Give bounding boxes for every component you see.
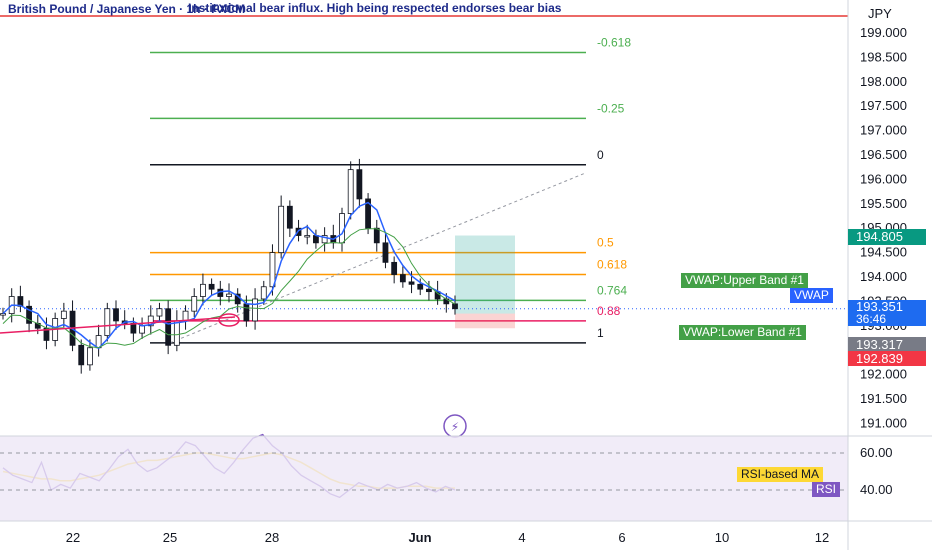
currency-label[interactable]: JPY [868,6,892,21]
candle [391,256,398,284]
candle [356,158,363,208]
rsi-ma-tag: RSI-based MA [737,467,824,482]
time-tick-label: 25 [163,530,177,545]
vwap-tag: VWAP [790,288,833,303]
candle [252,288,258,330]
vwap-band-line [2,228,456,349]
candles-layer: ⚡ [0,158,467,438]
candle [304,224,311,245]
event-marker: ⚡ [443,414,467,438]
price-tick-label: 191.000 [860,415,907,430]
time-tick-label: Jun [408,530,431,545]
candle [26,300,32,333]
candle [60,302,67,328]
long-position-target-zone [455,235,515,314]
vwap-lower-band-tag: VWAP:Lower Band #1 [679,325,806,340]
candle [234,288,241,313]
rsi-tag: RSI [812,482,841,497]
trend-line [0,316,236,334]
price-tick-label: 194.000 [860,269,907,284]
vwap-upper-band-tag: VWAP:Upper Band #1 [681,273,808,288]
price-tick-label: 197.500 [860,98,907,113]
price-tick-label: 195.500 [860,196,907,211]
time-tick-label: 6 [618,530,625,545]
rsi-band-background [0,436,848,521]
time-tick-label: 22 [66,530,80,545]
long-position-stop-zone [455,313,515,329]
time-tick-label: 4 [518,530,525,545]
price-tag-grey: 193.317 [848,337,926,352]
price-tick-label: 199.000 [860,25,907,40]
time-tick-label: 12 [815,530,829,545]
candle [208,278,215,296]
fib-level-label: -0.25 [597,101,625,115]
candle [382,232,389,269]
candle [78,339,85,374]
fib-layer: -0.618 -0.25 0 0.5 0.618 0.764 0.88 1 [0,15,848,344]
pivot-marker [218,313,240,327]
candle [313,229,319,249]
candle [200,273,206,306]
last-price-tag: 193.351 36:46 [848,300,926,326]
candle [95,324,102,357]
candle [330,224,337,249]
bar-countdown: 36:46 [856,312,887,326]
fib-level-label: -0.618 [597,36,631,50]
fib-trend-line [169,172,587,344]
fib-level-label: 0.618 [597,258,627,272]
price-tick-label: 198.000 [860,74,907,89]
price-tag-green: 194.805 [848,229,926,245]
price-tag-red: 192.839 [848,351,926,366]
candle [173,310,180,352]
candle [373,219,380,252]
rsi-tick-label: 60.00 [860,445,893,460]
candle [191,288,198,318]
price-tick-label: 192.000 [860,367,907,382]
candle [147,305,154,335]
time-tick-label: 28 [265,530,279,545]
candle [278,195,285,259]
candle [87,339,93,371]
fib-level-label: 1 [597,326,604,340]
candle [17,285,24,313]
fib-level-label: 0.764 [597,283,627,297]
candle [399,266,406,288]
candle [104,302,111,342]
candle [156,302,163,322]
candle [426,280,432,301]
fib-level-label: 0.5 [597,236,614,250]
price-tick-label: 197.000 [860,123,907,138]
fib-level-label: 0 [597,148,604,162]
candle [286,200,293,237]
candle [365,193,371,235]
time-tick-label: 10 [715,530,729,545]
rsi-tick-label: 40.00 [860,482,893,497]
candle [121,310,128,330]
price-tick-label: 196.500 [860,147,907,162]
price-tick-label: 198.500 [860,49,907,64]
price-tick-label: 194.500 [860,245,907,260]
candle [139,317,145,339]
moving-average-line [2,201,456,350]
candle [165,300,172,355]
candle [260,280,267,305]
price-tick-label: 191.500 [860,391,907,406]
candle [347,161,354,220]
svg-text:⚡: ⚡ [451,420,459,434]
candle [269,244,276,296]
candle [226,283,232,303]
candle [321,227,328,252]
fib-level-label: 0.88 [597,304,621,318]
price-tick-label: 196.000 [860,171,907,186]
candle [182,305,189,330]
candle [69,300,76,352]
candle [417,278,424,296]
last-price-value: 193.351 [856,299,903,314]
